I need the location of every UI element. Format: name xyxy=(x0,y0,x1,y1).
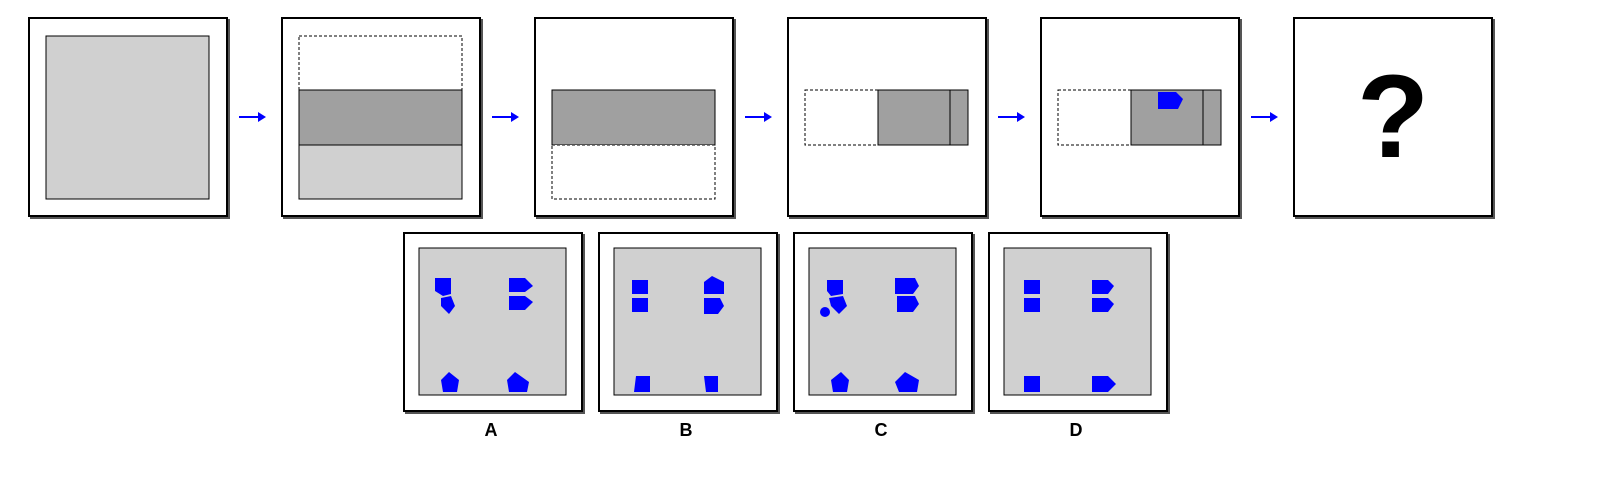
step-5-panel xyxy=(1040,17,1240,217)
paper-unfolded xyxy=(45,35,210,200)
step-4-panel xyxy=(787,17,987,217)
arrow-icon xyxy=(492,112,519,122)
option-d-figure xyxy=(1003,247,1152,396)
step-3-panel xyxy=(534,17,734,217)
option-b-label: B xyxy=(679,420,693,440)
paper-fold-2 xyxy=(551,89,716,200)
option-a-panel[interactable] xyxy=(403,232,583,412)
paper-fold-1 xyxy=(298,35,463,200)
option-b-panel[interactable] xyxy=(598,232,778,412)
paper-fold-3 xyxy=(804,89,969,146)
option-c-panel[interactable] xyxy=(793,232,973,412)
arrow-icon xyxy=(998,112,1025,122)
arrow-icon xyxy=(239,112,266,122)
arrow-icon xyxy=(1251,112,1278,122)
step-1-panel xyxy=(28,17,228,217)
option-c-figure xyxy=(808,247,957,396)
option-d-panel[interactable] xyxy=(988,232,1168,412)
question-mark: ? xyxy=(1356,51,1430,183)
option-a-label: A xyxy=(484,420,498,440)
punch-hole xyxy=(1158,92,1183,109)
arrow-icon xyxy=(745,112,772,122)
option-c-label: C xyxy=(874,420,888,440)
option-a-figure xyxy=(418,247,567,396)
option-b-figure xyxy=(613,247,762,396)
paper-punched xyxy=(1057,89,1222,146)
option-d-label: D xyxy=(1069,420,1083,440)
step-2-panel xyxy=(281,17,481,217)
answer-panel: ? xyxy=(1293,17,1493,217)
